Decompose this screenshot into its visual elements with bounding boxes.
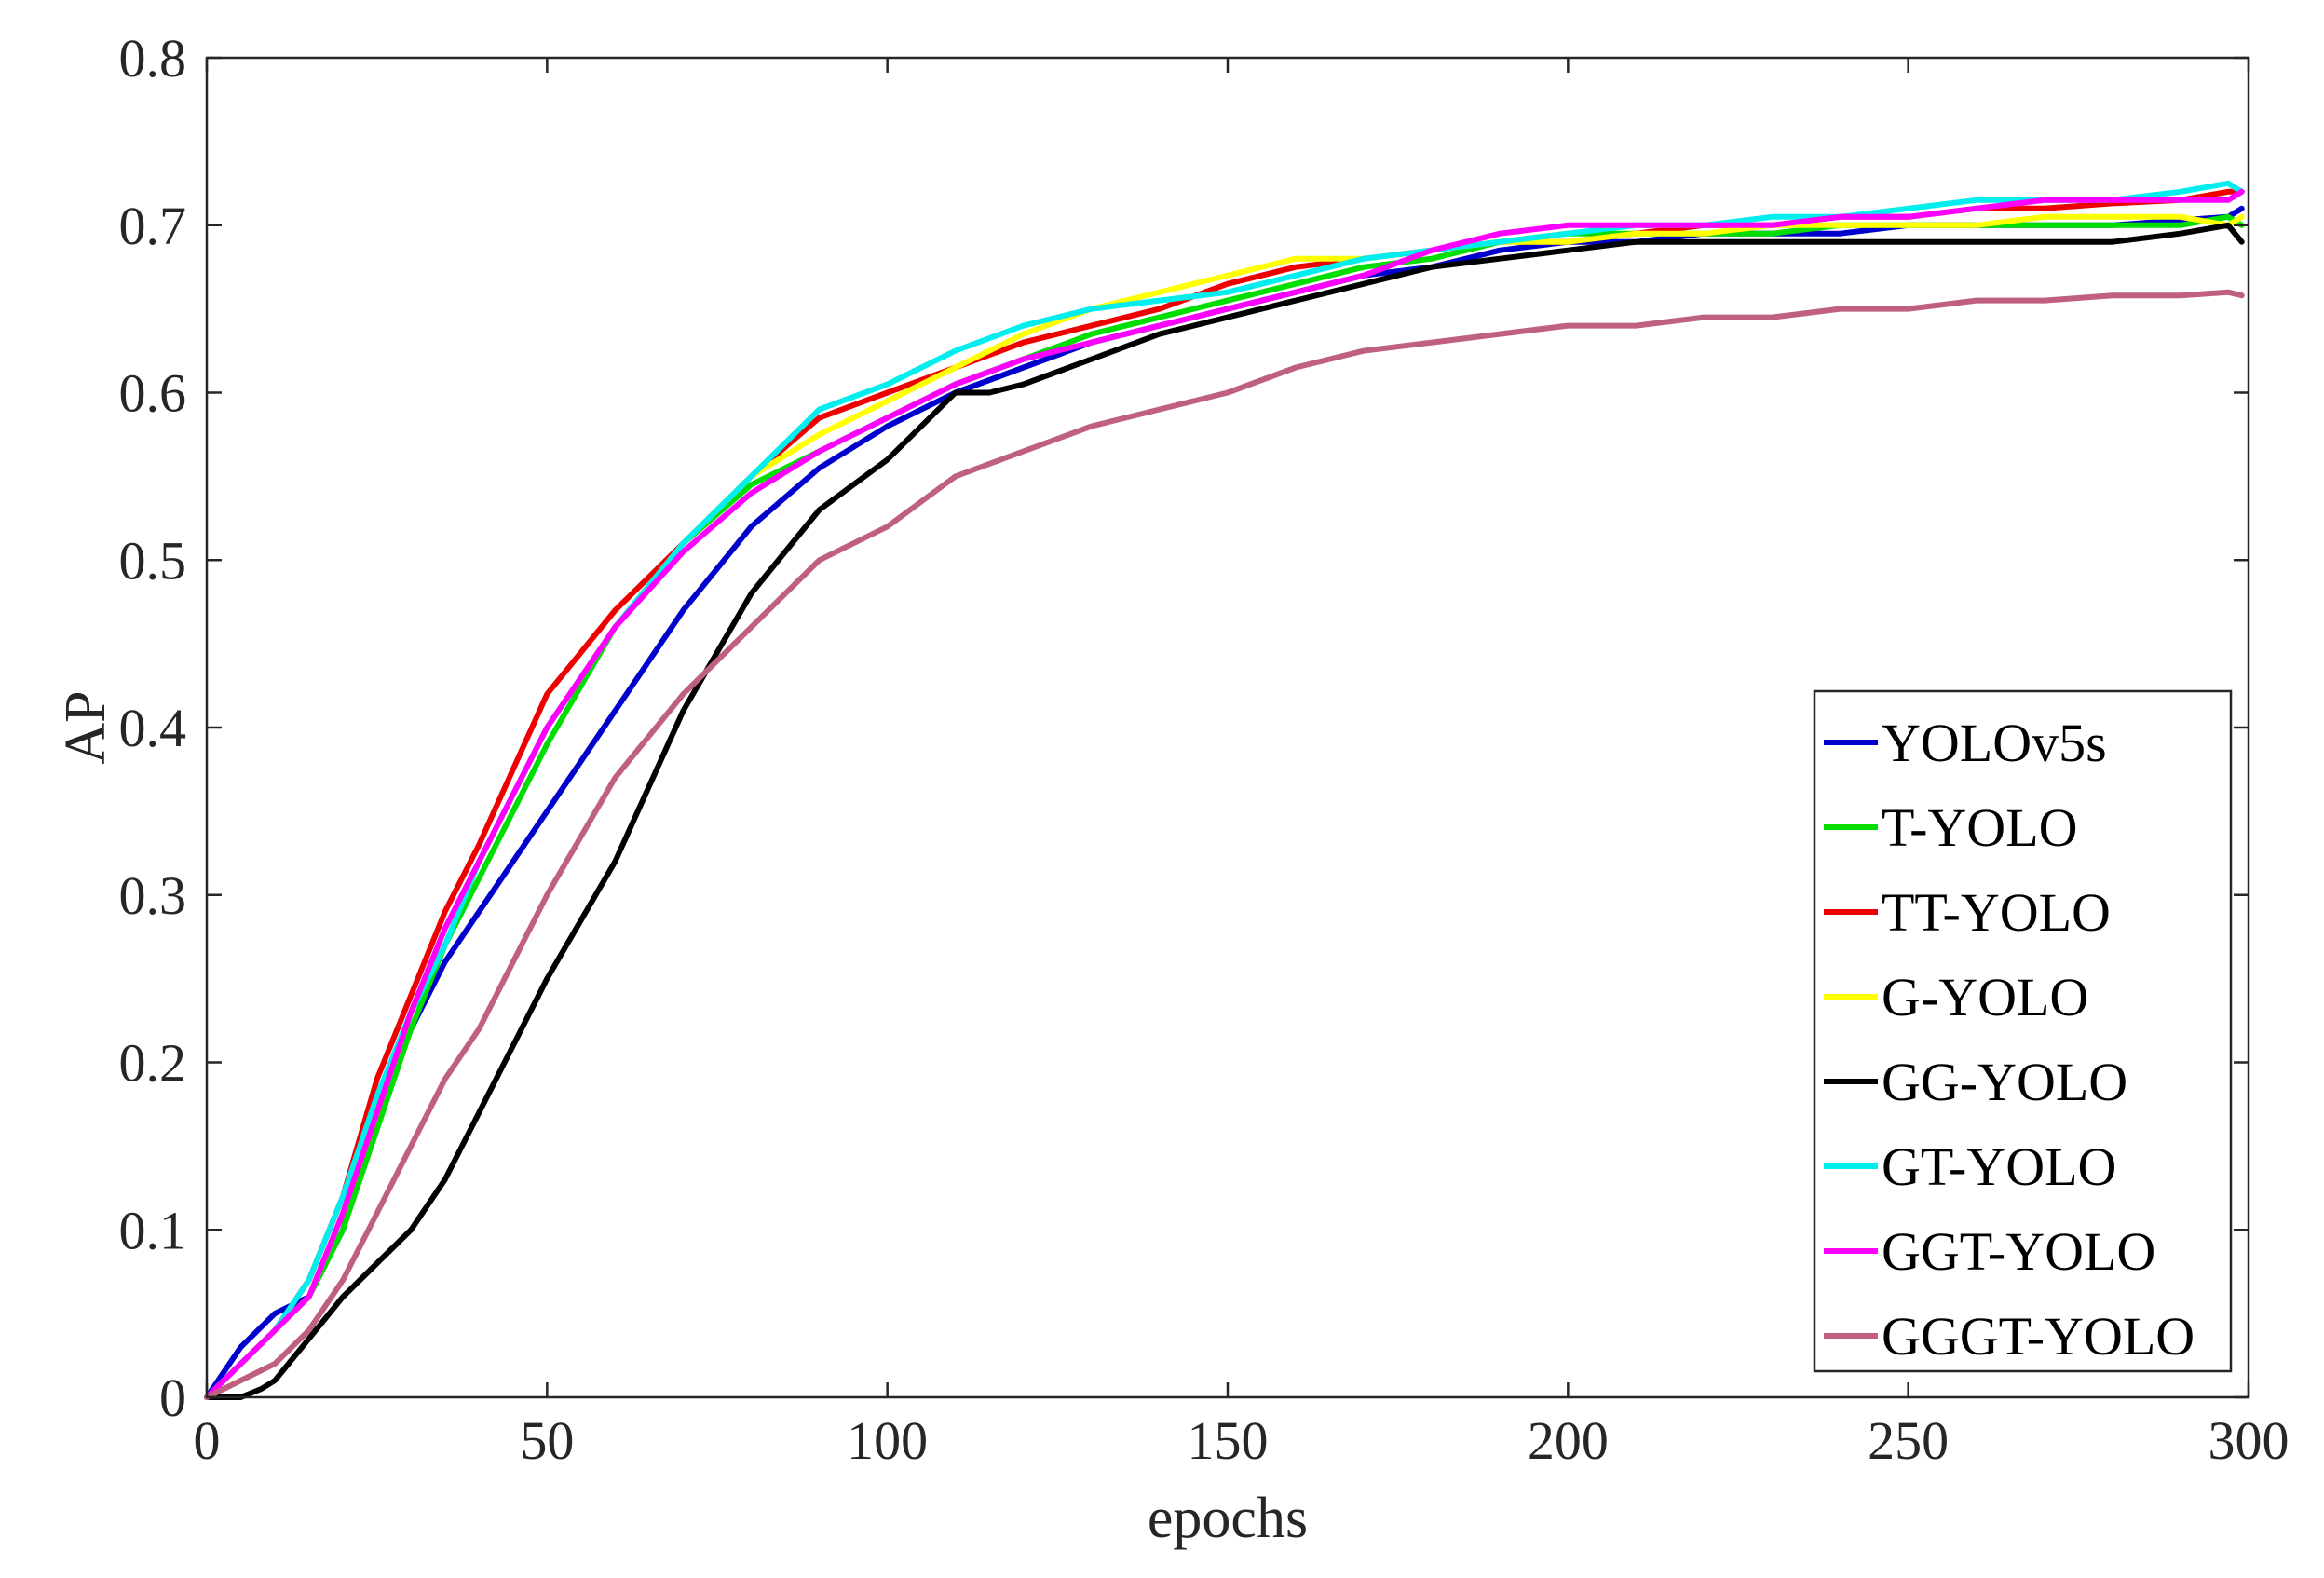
y-tick-label: 0.5 (119, 530, 187, 591)
y-axis-ticks: 0 0.1 0.2 0.3 0.4 0.5 0.6 0.7 0.8 (119, 28, 2249, 1428)
legend-label: TT-YOLO (1882, 882, 2111, 943)
legend: YOLOv5s T-YOLO TT-YOLO G-YOLO GG-YOLO GT-YOLO… (1813, 689, 2233, 1373)
legend-box (1813, 689, 2233, 1373)
y-tick-label: 0.2 (119, 1033, 187, 1094)
series-line-gg-yolo (204, 222, 2245, 1400)
legend-label: G-YOLO (1882, 967, 2088, 1027)
x-tick-label: 300 (2208, 1410, 2290, 1471)
x-tick-label: 200 (1528, 1410, 1609, 1471)
y-tick-label: 0.8 (119, 28, 187, 88)
y-axis-label: AP (54, 690, 117, 764)
y-tick-label: 0 (159, 1367, 186, 1428)
legend-label: T-YOLO (1882, 797, 2078, 858)
x-axis-ticks: 0 50 100 150 200 250 300 (194, 58, 2290, 1471)
series-line-gggt-yolo (204, 289, 2245, 1400)
y-tick-label: 0.6 (119, 363, 187, 424)
legend-label: YOLOv5s (1882, 713, 2107, 773)
y-tick-label: 0.4 (119, 698, 187, 758)
x-tick-label: 250 (1868, 1410, 1949, 1471)
legend-item: GGT-YOLO (1824, 1221, 2155, 1282)
x-axis-label: epochs (1148, 1487, 1308, 1550)
y-tick-label: 0.1 (119, 1200, 187, 1260)
legend-item: TT-YOLO (1824, 882, 2111, 943)
series-line-ggt-yolo (204, 188, 2245, 1400)
legend-item: GGGT-YOLO (1824, 1306, 2195, 1367)
legend-label: GT-YOLO (1882, 1136, 2116, 1197)
legend-label: GGT-YOLO (1882, 1221, 2155, 1282)
legend-items: YOLOv5s T-YOLO TT-YOLO G-YOLO GG-YOLO GT-YOLO… (1824, 713, 2195, 1367)
legend-item: GT-YOLO (1824, 1136, 2116, 1197)
legend-label: GGGT-YOLO (1882, 1306, 2195, 1367)
legend-label: GG-YOLO (1882, 1052, 2127, 1112)
legend-item: G-YOLO (1824, 967, 2088, 1027)
legend-item: GG-YOLO (1824, 1052, 2127, 1112)
y-tick-label: 0.7 (119, 196, 187, 256)
x-tick-label: 100 (847, 1410, 928, 1471)
y-tick-label: 0.3 (119, 865, 187, 926)
legend-item: T-YOLO (1824, 797, 2078, 858)
x-tick-label: 50 (520, 1410, 574, 1471)
legend-item: YOLOv5s (1824, 713, 2107, 773)
x-tick-label: 150 (1188, 1410, 1269, 1471)
series-group (204, 180, 2245, 1400)
x-tick-label: 0 (194, 1410, 221, 1471)
